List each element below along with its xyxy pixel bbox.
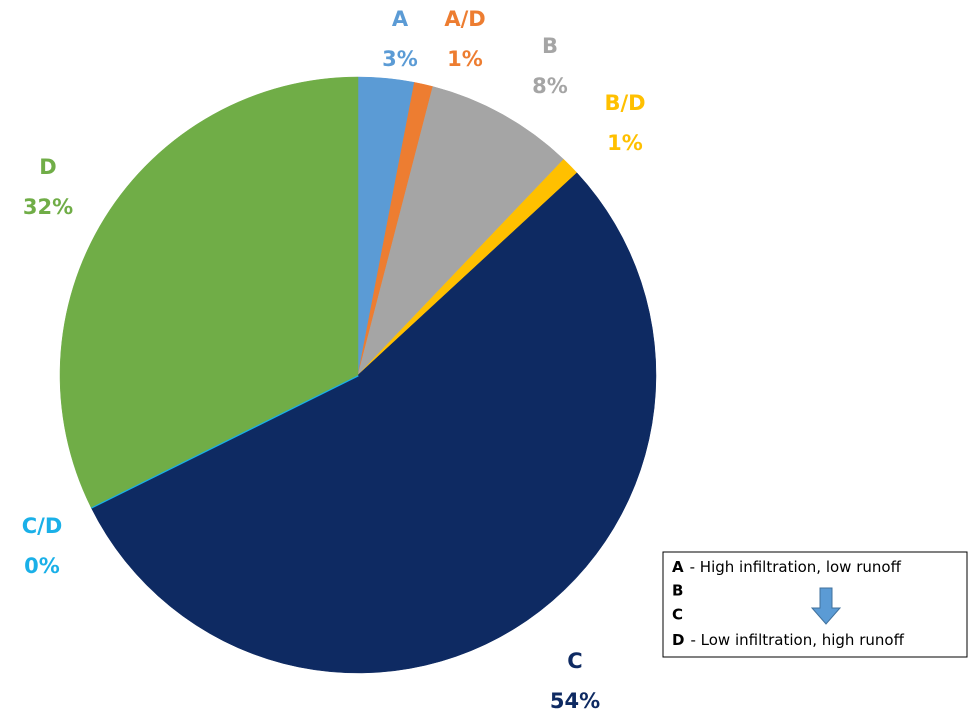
legend-frame [662,551,968,658]
slice-name: C/D [22,514,63,538]
legend-row: A - High infiltration, low runoff [672,558,902,576]
legend-key: C [672,606,683,624]
slice-name: B/D [604,91,645,115]
pie-slice [357,86,564,376]
value-label: 54% [550,689,600,713]
value-label: 1% [447,47,483,71]
pie [59,76,657,674]
value-label: 1% [607,131,643,155]
legend-text: - High infiltration, low runoff [690,558,902,576]
legend-key: B [672,582,683,600]
legend-row: D - Low infiltration, high runoff [672,631,905,649]
value-label: 0% [24,554,60,578]
legend-key: A [672,558,684,576]
value-label: 32% [23,195,73,219]
slice-name: A/D [444,7,485,31]
pie-slice [90,172,657,674]
slice-name: A [392,7,409,31]
slice-name: C [567,649,582,673]
pie-slice [59,76,359,508]
slice-name: D [39,155,56,179]
arrow [810,587,842,625]
legend-text: - Low infiltration, high runoff [690,631,904,649]
slice-name: B [542,34,558,58]
value-label: 3% [382,47,418,71]
value-label: 8% [532,74,568,98]
labels: A 3% A/D 1% B 8% B/D 1% C 54% C/D 0% D 32% [22,7,646,713]
legend-box: A - High infiltration, low runoff B C D - … [662,551,968,658]
legend-key: D [672,631,684,649]
